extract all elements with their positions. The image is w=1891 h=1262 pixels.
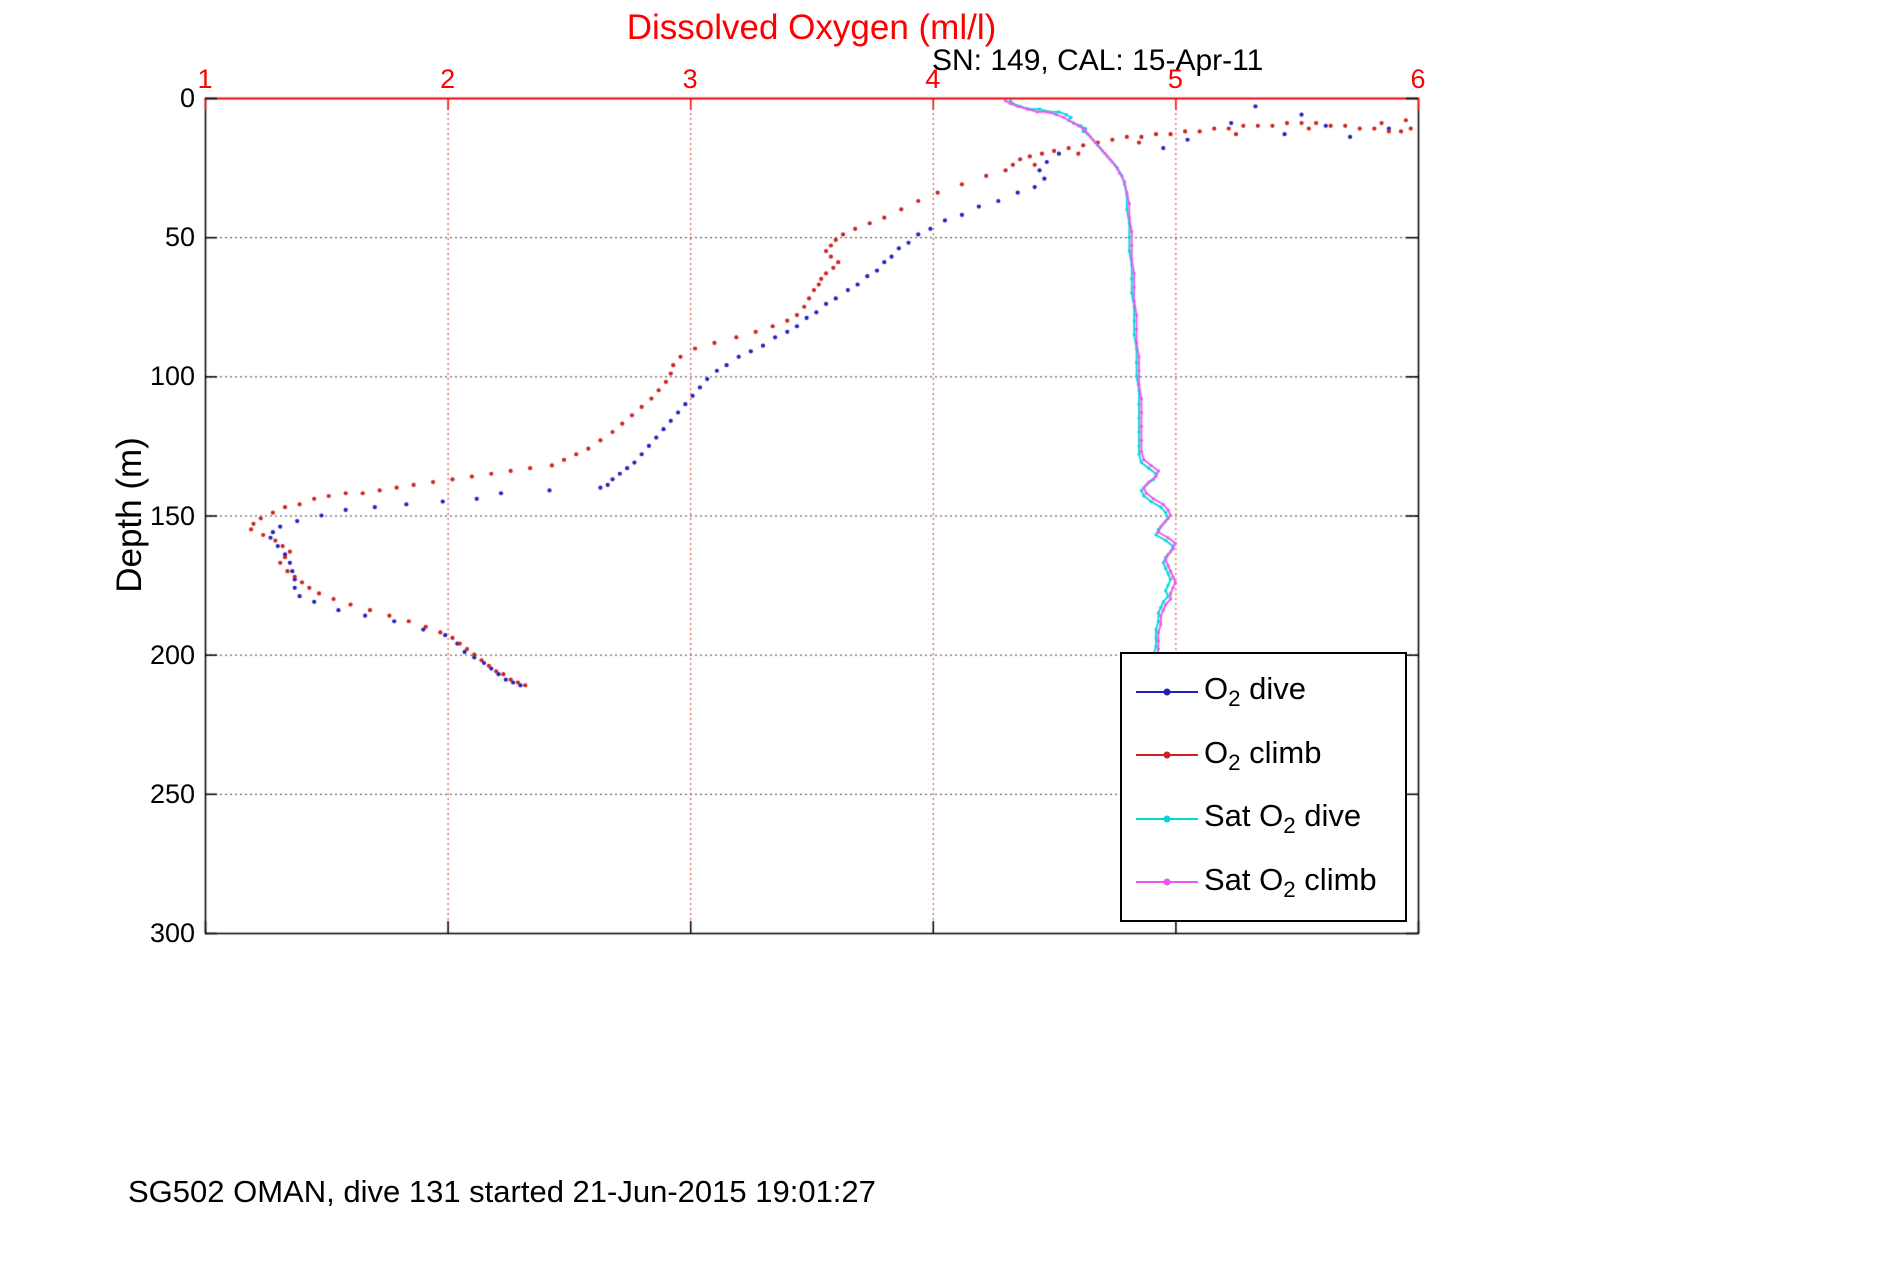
legend-text-sub: 2 (1283, 813, 1296, 839)
legend-marker-o2-dive (1136, 688, 1198, 696)
legend-text: Sat O (1204, 798, 1284, 834)
legend-item-o2-climb: O2 climb (1122, 724, 1405, 786)
y-axis-label: Depth (m) (110, 437, 149, 593)
legend-text: climb (1295, 861, 1377, 897)
legend-label: Sat O2 climb (1204, 862, 1377, 903)
legend-text-sub: 2 (1228, 749, 1241, 775)
legend-text: O (1204, 734, 1229, 770)
legend-text: dive (1240, 671, 1307, 707)
legend-label: O2 dive (1204, 671, 1306, 712)
legend-label: O2 climb (1204, 735, 1322, 776)
legend-text: dive (1295, 798, 1362, 834)
legend-marker-sat-o2-climb (1136, 878, 1198, 886)
legend-item-o2-dive: O2 dive (1122, 661, 1405, 723)
chart-title: Dissolved Oxygen (ml/l) (626, 8, 997, 47)
legend-text-sub: 2 (1228, 686, 1241, 712)
legend-text-sub: 2 (1283, 876, 1296, 902)
footer-text: SG502 OMAN, dive 131 started 21-Jun-2015… (128, 1174, 876, 1209)
legend-text: O (1204, 671, 1229, 707)
chart-subtitle: SN: 149, CAL: 15-Apr-11 (932, 44, 1264, 77)
legend: O2 dive O2 climb Sat O2 dive Sat O2 clim… (1120, 652, 1407, 922)
legend-marker-sat-o2-dive (1136, 815, 1198, 823)
legend-label: Sat O2 dive (1204, 798, 1361, 839)
legend-marker-o2-climb (1136, 751, 1198, 759)
legend-text: Sat O (1204, 861, 1284, 897)
legend-item-sat-o2-dive: Sat O2 dive (1122, 788, 1405, 850)
legend-text: climb (1240, 734, 1322, 770)
legend-item-sat-o2-climb: Sat O2 climb (1122, 851, 1405, 913)
